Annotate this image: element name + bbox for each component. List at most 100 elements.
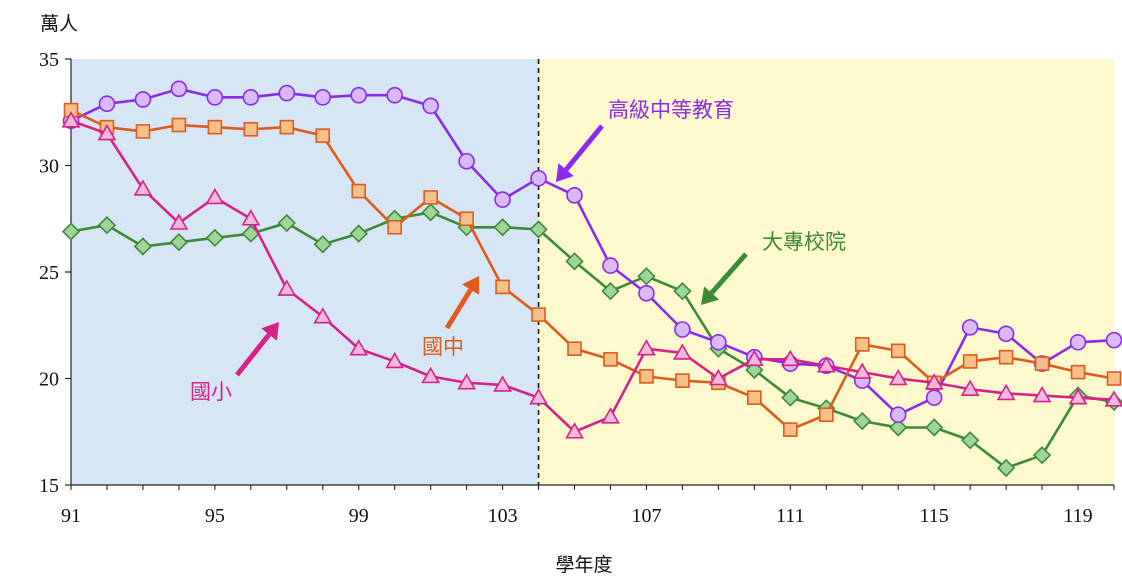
data-point <box>97 123 117 141</box>
data-point <box>854 337 870 352</box>
data-point <box>853 411 872 431</box>
data-point <box>962 354 978 369</box>
data-point <box>495 279 510 295</box>
data-point <box>565 422 584 439</box>
data-point <box>709 368 728 386</box>
data-point <box>567 341 582 356</box>
data-point <box>171 117 187 133</box>
data-point <box>602 257 619 274</box>
data-point <box>170 80 188 98</box>
data-point <box>996 383 1016 401</box>
arrow-university-shaft <box>709 252 748 295</box>
data-point <box>349 224 368 243</box>
annotation-label-university: 大專校院 <box>762 230 846 254</box>
arrow-elementary-head <box>261 322 279 341</box>
data-point <box>747 390 762 405</box>
data-point <box>960 379 980 396</box>
data-point <box>925 389 943 406</box>
data-point <box>961 431 980 450</box>
data-point <box>206 89 224 106</box>
series-layer <box>61 80 1122 478</box>
data-point <box>997 325 1015 343</box>
data-point <box>243 121 259 137</box>
annotation-label-elementary: 國小 <box>190 380 232 404</box>
y-tick-label: 35 <box>39 49 59 71</box>
data-point <box>888 368 908 386</box>
data-point <box>529 220 548 239</box>
data-point <box>1034 356 1050 371</box>
data-point <box>1070 364 1086 380</box>
y-tick-label: 30 <box>39 156 59 178</box>
arrow-elementary-shaft <box>235 332 272 377</box>
x-tick-label: 91 <box>61 505 81 527</box>
y-axis-title: 萬人 <box>40 13 78 35</box>
data-point <box>493 375 512 392</box>
x-tick-label: 119 <box>1063 505 1092 527</box>
data-point <box>1106 371 1122 386</box>
data-point <box>530 169 547 187</box>
data-point <box>205 187 225 205</box>
arrow-senior-high-head <box>556 163 574 182</box>
series-0 <box>61 111 1122 439</box>
data-point <box>385 351 405 369</box>
data-point <box>710 333 727 351</box>
data-point <box>673 282 692 301</box>
background-region-1 <box>71 59 539 485</box>
data-point <box>1032 385 1052 403</box>
arrow-senior-high-shaft <box>564 124 604 172</box>
data-point <box>1105 331 1122 349</box>
data-point <box>279 119 295 135</box>
x-tick-label: 111 <box>776 505 805 527</box>
arrow-junior-high-head <box>462 276 480 295</box>
arrow-junior-high-shaft <box>444 288 473 330</box>
data-point <box>205 228 224 248</box>
data-point <box>459 211 474 227</box>
data-point <box>852 362 872 379</box>
data-point <box>1104 390 1122 407</box>
data-point <box>242 89 260 106</box>
data-point <box>241 209 261 226</box>
data-point <box>315 128 331 143</box>
data-point <box>925 418 944 437</box>
data-point <box>313 235 332 254</box>
background-regions <box>71 59 1114 485</box>
data-point <box>1032 446 1052 465</box>
y-tick-label: 20 <box>39 369 59 391</box>
data-point <box>531 307 546 322</box>
data-point <box>313 307 333 324</box>
data-point <box>889 406 907 424</box>
data-point <box>133 179 153 196</box>
data-point <box>422 97 439 115</box>
data-point <box>421 366 441 384</box>
data-point <box>457 373 476 390</box>
x-tick-label: 107 <box>631 505 661 527</box>
axes: 15 20 25 30 35 91 95 99 103 107 111 115 119 <box>39 49 1115 527</box>
annotation-label-senior-high: 高級中等教育 <box>608 98 734 122</box>
data-point <box>277 213 296 233</box>
data-point <box>744 349 764 367</box>
y-tick-label: 15 <box>39 475 59 497</box>
data-point <box>674 321 691 338</box>
data-point <box>135 124 151 139</box>
data-point <box>889 418 908 437</box>
data-point <box>529 388 548 405</box>
data-point <box>97 216 117 235</box>
data-point <box>961 319 979 336</box>
data-point <box>565 252 584 271</box>
data-point <box>169 213 189 230</box>
data-point <box>780 349 800 367</box>
data-point <box>675 373 690 388</box>
data-point <box>134 91 152 108</box>
data-point <box>387 219 402 235</box>
annotations: 高級中等教育 大專校院 國中 國小 <box>190 98 846 404</box>
data-point <box>638 284 655 302</box>
x-axis-title: 學年度 <box>555 554 612 576</box>
data-point <box>566 187 583 204</box>
data-point <box>314 89 332 106</box>
data-point <box>637 339 656 356</box>
data-point <box>61 111 81 128</box>
data-point <box>639 369 654 384</box>
data-point <box>601 282 620 301</box>
data-point <box>673 343 692 360</box>
data-point <box>277 279 297 296</box>
